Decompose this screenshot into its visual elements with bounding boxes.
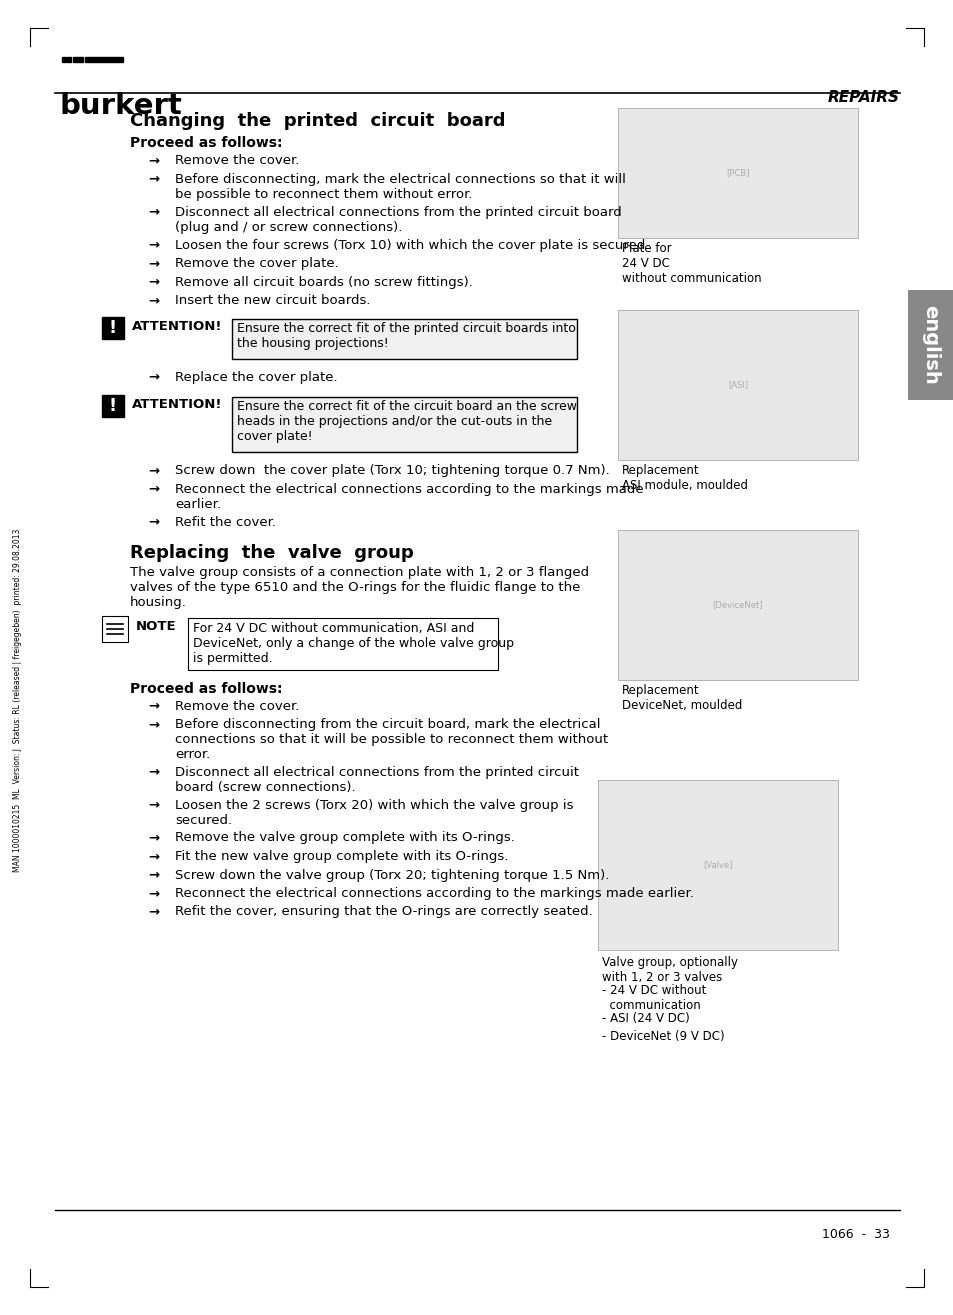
Text: →: →	[148, 256, 159, 270]
Text: →: →	[148, 515, 159, 529]
Text: →: →	[148, 888, 159, 899]
Text: REPAIRS: REPAIRS	[827, 89, 899, 105]
Text: [DeviceNet]: [DeviceNet]	[712, 601, 762, 609]
Text: english: english	[921, 305, 940, 385]
Text: Disconnect all electrical connections from the printed circuit board
(plug and /: Disconnect all electrical connections fr…	[174, 205, 621, 234]
Text: →: →	[148, 798, 159, 811]
Text: Ensure the correct fit of the circuit board an the screw
heads in the projection: Ensure the correct fit of the circuit bo…	[236, 400, 577, 443]
Text: The valve group consists of a connection plate with 1, 2 or 3 flanged
valves of : The valve group consists of a connection…	[130, 565, 589, 609]
Bar	[85, 57, 123, 62]
Text: 1066  -  33: 1066 - 33	[821, 1228, 889, 1241]
Text: →: →	[148, 849, 159, 863]
Text: Proceed as follows:: Proceed as follows:	[130, 681, 282, 696]
Text: Remove the cover.: Remove the cover.	[174, 700, 299, 713]
FancyBboxPatch shape	[188, 618, 497, 669]
Text: Valve group, optionally
with 1, 2 or 3 valves: Valve group, optionally with 1, 2 or 3 v…	[601, 956, 738, 984]
Text: Ensure the correct fit of the printed circuit boards into
the housing projection: Ensure the correct fit of the printed ci…	[236, 321, 576, 350]
Text: Replace the cover plate.: Replace the cover plate.	[174, 371, 337, 384]
Text: Disconnect all electrical connections from the printed circuit
board (screw conn: Disconnect all electrical connections fr…	[174, 765, 578, 793]
Text: →: →	[148, 154, 159, 167]
Bar	[907, 291, 953, 400]
Text: Replacement
ASI module, moulded: Replacement ASI module, moulded	[621, 464, 747, 492]
Text: →: →	[148, 483, 159, 496]
Text: →: →	[148, 205, 159, 218]
Text: Before disconnecting, mark the electrical connections so that it will
be possibl: Before disconnecting, mark the electrica…	[174, 172, 625, 200]
Text: Loosen the four screws (Torx 10) with which the cover plate is secured.: Loosen the four screws (Torx 10) with wh…	[174, 238, 649, 251]
Text: Plate for
24 V DC
without communication: Plate for 24 V DC without communication	[621, 242, 760, 285]
Text: →: →	[148, 718, 159, 731]
Text: burkert: burkert	[60, 92, 183, 120]
Bar	[73, 57, 83, 62]
Text: →: →	[148, 868, 159, 881]
Bar	[102, 317, 124, 338]
FancyBboxPatch shape	[232, 318, 577, 359]
Text: →: →	[148, 371, 159, 384]
Text: →: →	[148, 295, 159, 306]
Bar	[102, 394, 124, 417]
Text: !: !	[109, 318, 117, 337]
Text: Screw down  the cover plate (Torx 10; tightening torque 0.7 Nm).: Screw down the cover plate (Torx 10; tig…	[174, 464, 609, 477]
Text: Remove the cover plate.: Remove the cover plate.	[174, 256, 338, 270]
Text: Remove the valve group complete with its O-rings.: Remove the valve group complete with its…	[174, 831, 515, 844]
Text: Remove all circuit boards (no screw fittings).: Remove all circuit boards (no screw fitt…	[174, 276, 473, 288]
Text: [PCB]: [PCB]	[725, 168, 749, 178]
Text: →: →	[148, 700, 159, 713]
Text: ATTENTION!: ATTENTION!	[132, 398, 222, 412]
Text: Replacing  the  valve  group: Replacing the valve group	[130, 544, 414, 562]
Text: !: !	[109, 397, 117, 416]
Text: Refit the cover, ensuring that the O-rings are correctly seated.: Refit the cover, ensuring that the O-rin…	[174, 906, 592, 918]
Text: Proceed as follows:: Proceed as follows:	[130, 135, 282, 150]
Bar	[598, 780, 837, 949]
Text: - 24 V DC without
  communication: - 24 V DC without communication	[601, 984, 705, 1013]
Text: Reconnect the electrical connections according to the markings made earlier.: Reconnect the electrical connections acc…	[174, 888, 693, 899]
Text: →: →	[148, 276, 159, 288]
Text: Screw down the valve group (Torx 20; tightening torque 1.5 Nm).: Screw down the valve group (Torx 20; tig…	[174, 868, 609, 881]
Text: [ASI]: [ASI]	[727, 380, 747, 389]
Text: Loosen the 2 screws (Torx 20) with which the valve group is
secured.: Loosen the 2 screws (Torx 20) with which…	[174, 798, 573, 827]
Text: Fit the new valve group complete with its O-rings.: Fit the new valve group complete with it…	[174, 849, 508, 863]
Bar	[67, 57, 71, 62]
Text: Before disconnecting from the circuit board, mark the electrical
connections so : Before disconnecting from the circuit bo…	[174, 718, 607, 761]
Bar	[102, 615, 128, 642]
Text: - DeviceNet (9 V DC): - DeviceNet (9 V DC)	[601, 1030, 724, 1043]
Text: →: →	[148, 906, 159, 918]
Text: MAN 1000010215  ML  Version: J  Status: RL (released | freigegeben)  printed: 29: MAN 1000010215 ML Version: J Status: RL …	[13, 529, 23, 872]
Text: Remove the cover.: Remove the cover.	[174, 154, 299, 167]
Text: →: →	[148, 831, 159, 844]
Text: Changing  the  printed  circuit  board: Changing the printed circuit board	[130, 112, 505, 130]
Bar	[618, 310, 857, 460]
Text: →: →	[148, 464, 159, 477]
Text: [Valve]: [Valve]	[702, 860, 732, 869]
Text: →: →	[148, 765, 159, 778]
Text: →: →	[148, 172, 159, 185]
FancyBboxPatch shape	[232, 397, 577, 452]
Text: For 24 V DC without communication, ASI and
DeviceNet, only a change of the whole: For 24 V DC without communication, ASI a…	[193, 622, 514, 664]
Text: →: →	[148, 238, 159, 251]
Bar	[62, 57, 66, 62]
Bar	[618, 108, 857, 238]
Text: Refit the cover.: Refit the cover.	[174, 515, 275, 529]
Text: - ASI (24 V DC): - ASI (24 V DC)	[601, 1013, 689, 1024]
Text: ATTENTION!: ATTENTION!	[132, 320, 222, 333]
Bar	[618, 530, 857, 680]
Text: Reconnect the electrical connections according to the markings made
earlier.: Reconnect the electrical connections acc…	[174, 483, 643, 510]
Text: NOTE: NOTE	[136, 619, 176, 633]
Text: Insert the new circuit boards.: Insert the new circuit boards.	[174, 295, 370, 306]
Text: Replacement
DeviceNet, moulded: Replacement DeviceNet, moulded	[621, 684, 741, 711]
